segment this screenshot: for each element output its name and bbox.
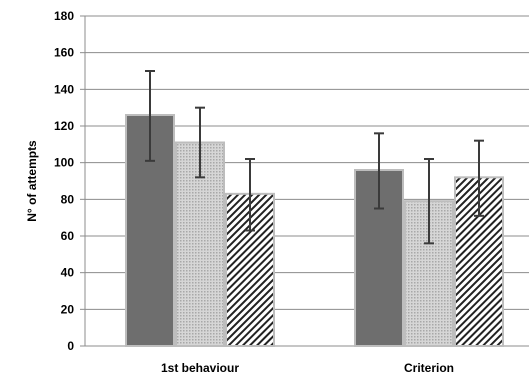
y-tick-label: 160 (54, 46, 74, 60)
y-axis-title: N° of attempts (25, 140, 39, 222)
y-tick-label: 140 (54, 82, 74, 96)
y-tick-label: 80 (61, 192, 75, 206)
y-tick-label: 60 (61, 229, 75, 243)
bars (125, 114, 504, 347)
y-tick-label: 20 (61, 302, 75, 316)
y-tick-label: 0 (67, 339, 74, 353)
error-bars (145, 70, 484, 245)
y-tick-label: 180 (54, 9, 74, 23)
y-tick-label: 100 (54, 156, 74, 170)
x-category-labels: 1st behaviour Criterion (161, 361, 454, 375)
y-tick-labels: 0 20 40 60 80 100 120 140 160 180 (54, 9, 74, 353)
y-tick-label: 40 (61, 266, 75, 280)
y-tick-label: 120 (54, 119, 74, 133)
x-category-label: Criterion (404, 361, 454, 375)
x-category-label: 1st behaviour (161, 361, 239, 375)
